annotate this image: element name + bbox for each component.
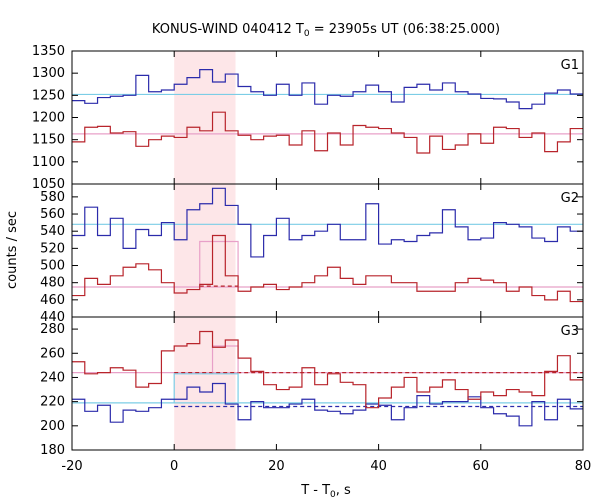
y-tick-label: 440 <box>40 310 65 325</box>
y-tick-label: 1100 <box>32 155 65 170</box>
y-tick-label: 520 <box>40 241 65 256</box>
y-tick-label: 180 <box>40 443 65 458</box>
x-tick-label: 60 <box>473 459 490 474</box>
y-tick-label: 500 <box>40 259 65 274</box>
series-line-0 <box>72 382 583 427</box>
x-tick-label: -20 <box>61 459 82 474</box>
background-box-5 <box>173 373 239 403</box>
y-tick-label: 1050 <box>32 177 65 192</box>
panel-label: G3 <box>561 324 579 339</box>
x-tick-label: 40 <box>370 459 387 474</box>
y-tick-label: 540 <box>40 224 65 239</box>
x-tick-label: 20 <box>268 459 285 474</box>
y-axis-label: counts / sec <box>5 211 20 289</box>
series-line-1 <box>72 234 583 303</box>
y-tick-label: 200 <box>40 419 65 434</box>
y-tick-label: 560 <box>40 207 65 222</box>
y-tick-label: 280 <box>40 322 65 337</box>
y-tick-label: 480 <box>40 276 65 291</box>
chart-title-rest: = 23905s UT (06:38:25.000) <box>310 22 500 37</box>
chart-title-sub: 0 <box>304 29 310 39</box>
chart-title-main: KONUS-WIND 040412 T <box>152 22 304 37</box>
panel-frame <box>71 316 584 451</box>
panel-g2: 440 460 480 500 520 540 560 580 G2 <box>40 183 584 325</box>
y-tick-label: 1350 <box>32 44 65 59</box>
x-tick-label: 80 <box>575 459 592 474</box>
panel-g1: 1050 1100 1150 1200 1250 1300 1350 G1 <box>32 44 584 192</box>
chart-title: KONUS-WIND 040412 T0 = 23905s UT (06:38:… <box>152 22 500 39</box>
y-tick-label: 1250 <box>32 88 65 103</box>
y-tick-label: 1150 <box>32 133 65 148</box>
y-tick-label: 1200 <box>32 111 65 126</box>
series-line-0 <box>72 187 583 258</box>
x-axis-label-rest: , s <box>336 483 351 498</box>
x-axis-label-sub: 0 <box>330 490 336 500</box>
x-tick-label: 0 <box>170 459 178 474</box>
background-box-3 <box>199 240 239 287</box>
y-tick-label: 260 <box>40 346 65 361</box>
series-line-1 <box>72 330 583 409</box>
panel-frame <box>71 183 584 318</box>
series-line-1 <box>72 111 583 154</box>
panel-frame <box>71 50 584 185</box>
panel-label: G2 <box>561 191 579 206</box>
y-tick-label: 580 <box>40 190 65 205</box>
panel-g3: 180 200 220 240 260 280 G3 <box>40 316 584 458</box>
y-tick-label: 240 <box>40 370 65 385</box>
y-tick-label: 220 <box>40 395 65 410</box>
y-tick-label: 1300 <box>32 66 65 81</box>
x-axis-label: T - T0, s <box>300 483 351 500</box>
series-line-0 <box>72 69 583 110</box>
panel-label: G1 <box>561 58 579 73</box>
x-axis-label-main: T - T <box>300 483 330 498</box>
y-tick-label: 460 <box>40 293 65 308</box>
highlight-band <box>174 51 236 450</box>
